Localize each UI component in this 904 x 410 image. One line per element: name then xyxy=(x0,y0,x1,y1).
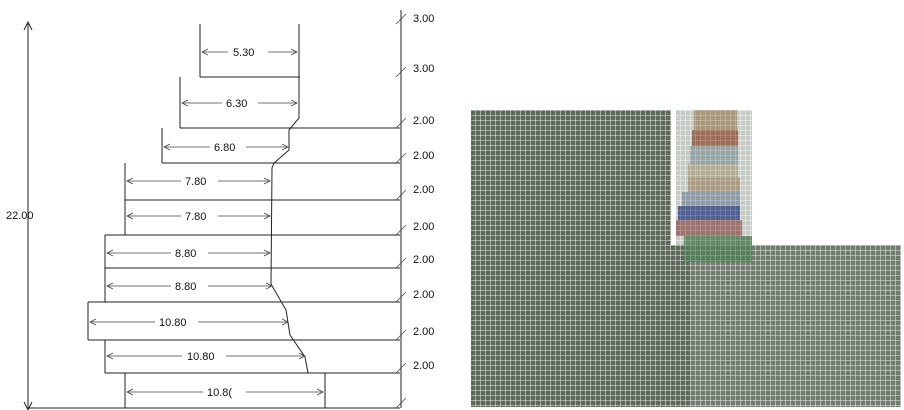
width-label: 8.80 xyxy=(175,281,196,293)
height-label: 2.00 xyxy=(413,360,434,372)
column-mesh-overlay xyxy=(676,110,752,262)
width-dim-row: 6.30 xyxy=(181,98,298,110)
width-dim-row: 8.80 xyxy=(106,248,271,260)
height-label: 2.00 xyxy=(413,150,434,162)
width-dim-row: 8.80 xyxy=(106,281,273,293)
layer-steps xyxy=(28,24,400,409)
height-label: 2.00 xyxy=(413,254,434,266)
height-dimension-chain: 3.00 3.00 2.00 2.00 2.00 2.00 2.00 2.00 … xyxy=(395,10,434,409)
mesh-shade xyxy=(690,245,901,407)
width-dim-row: 5.30 xyxy=(201,47,298,59)
width-label: 10.80 xyxy=(159,317,187,329)
width-label: 10.8( xyxy=(207,387,232,399)
embankment-column xyxy=(676,110,752,262)
height-label: 3.00 xyxy=(413,63,434,75)
mesh-upper-block xyxy=(471,110,671,245)
width-dimensions: 5.30 6.30 6.80 7.80 xyxy=(89,47,324,399)
mesh-lower-block xyxy=(471,245,901,407)
profile-right-boundary xyxy=(270,24,309,374)
height-label: 2.00 xyxy=(413,289,434,301)
width-dim-row: 10.8( xyxy=(126,387,324,399)
width-dim-row: 10.80 xyxy=(89,317,289,329)
height-label: 2.00 xyxy=(413,115,434,127)
width-dim-row: 7.80 xyxy=(126,211,271,223)
finite-element-mesh xyxy=(471,110,901,407)
width-label: 5.30 xyxy=(233,47,254,59)
height-label: 3.00 xyxy=(413,13,434,25)
width-dim-row: 10.80 xyxy=(106,351,306,363)
width-label: 7.80 xyxy=(185,211,206,223)
width-label: 6.80 xyxy=(214,142,235,154)
width-label: 7.80 xyxy=(185,176,206,188)
width-label: 10.80 xyxy=(187,351,215,363)
height-label: 2.00 xyxy=(413,326,434,338)
width-dim-row: 7.80 xyxy=(126,176,271,188)
height-label: 2.00 xyxy=(413,184,434,196)
width-label: 6.30 xyxy=(226,98,247,110)
cross-section-profile: 22.00 xyxy=(6,10,434,410)
width-dim-row: 6.80 xyxy=(163,142,289,154)
total-height-dimension: 22.00 xyxy=(6,20,34,410)
total-height-label: 22.00 xyxy=(6,210,34,222)
height-label: 2.00 xyxy=(413,221,434,233)
width-label: 8.80 xyxy=(175,248,196,260)
